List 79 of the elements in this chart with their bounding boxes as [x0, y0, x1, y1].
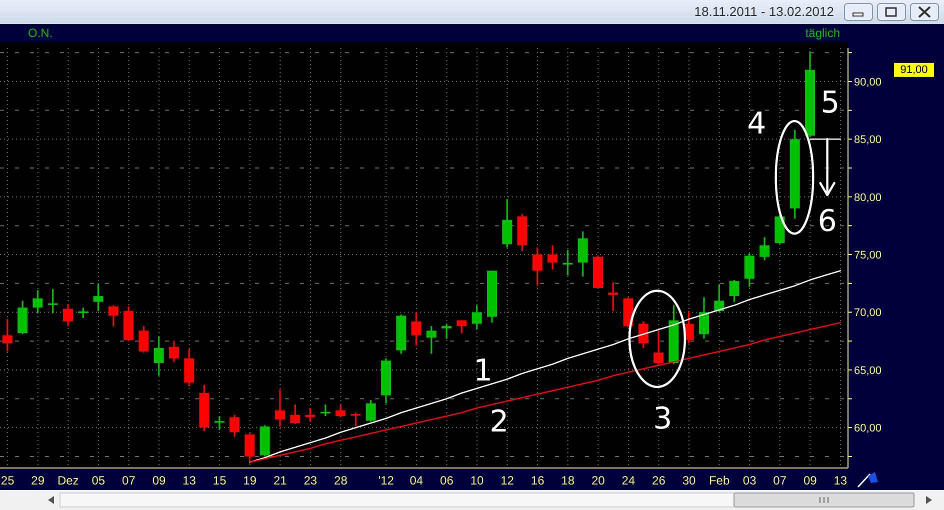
x-tick-label: 20 [591, 474, 606, 488]
x-tick-label: 30 [682, 474, 696, 488]
candlestick [48, 288, 58, 314]
candlestick [93, 282, 104, 312]
candlestick [548, 244, 558, 270]
x-tick-label: 03 [742, 474, 757, 488]
x-tick-label: 13 [834, 474, 848, 488]
y-tick-label: 60,00 [854, 422, 882, 435]
x-tick-label: 12 [500, 474, 514, 488]
candlestick [729, 279, 740, 303]
candlestick [442, 322, 452, 340]
candlestick [350, 412, 361, 428]
candlestick [760, 236, 770, 262]
x-tick-label: Feb [708, 474, 730, 488]
candlestick [108, 304, 118, 327]
x-tick-label: 18 [561, 474, 575, 488]
candlestick [274, 388, 285, 428]
x-tick-label: 07 [122, 474, 136, 488]
y-tick-label: 90,00 [854, 76, 882, 88]
text: O.N. [28, 26, 53, 40]
text: 91,00 [900, 64, 928, 76]
text: täglich [805, 26, 840, 40]
y-tick-label: 65,00 [854, 364, 882, 377]
annotation: 3 [653, 400, 672, 436]
candlestick [698, 296, 709, 340]
x-tick-label: 28 [334, 474, 348, 488]
chart-subtitle: 18.11.2011 - 13.02.2012 [694, 4, 834, 19]
x-tick-label: Dez [57, 474, 79, 488]
annotation: 6 [818, 204, 837, 239]
x-tick-label: 26 [652, 474, 666, 488]
y-tick-label: 70,00 [854, 307, 882, 320]
y-tick-label: 85,00 [854, 134, 882, 146]
candlestick [138, 325, 149, 354]
candlestick [654, 330, 664, 366]
x-tick-label: 13 [182, 474, 196, 488]
x-tick-label: 19 [243, 474, 257, 488]
candlestick [320, 404, 330, 417]
x-tick-label: 29 [31, 474, 45, 488]
candlestick [78, 306, 88, 319]
x-tick-label: '12 [378, 474, 394, 488]
candlestick [472, 304, 482, 330]
candlestick [290, 404, 300, 425]
candlestick [744, 252, 754, 288]
candlestick [154, 336, 164, 376]
x-tick-label: 07 [773, 474, 787, 488]
candlestick [2, 318, 12, 352]
candlestick [366, 399, 376, 423]
x-tick-label: 06 [440, 474, 454, 488]
candlestick [62, 303, 73, 327]
candlestick [608, 281, 618, 312]
candlestick [230, 414, 240, 438]
y-tick-label: 75,00 [854, 249, 882, 262]
annotation: 2 [490, 404, 509, 439]
x-tick-label: 25 [0, 474, 15, 488]
candlestick [426, 325, 436, 355]
candlestick [638, 320, 648, 349]
x-tick-label: 16 [530, 474, 545, 488]
x-tick-label: 24 [622, 474, 636, 488]
candlestick [411, 311, 422, 346]
annotation: 5 [820, 85, 840, 120]
x-tick-label: 15 [212, 474, 227, 488]
candlestick [336, 404, 346, 418]
x-tick-label: 21 [273, 474, 288, 488]
x-tick-label: 04 [410, 474, 424, 488]
candlestick [32, 290, 43, 314]
candlestick [562, 249, 573, 276]
candlestick [532, 246, 542, 286]
x-tick-label: 05 [92, 474, 106, 488]
x-tick-label: 09 [803, 474, 818, 488]
candlestick [714, 284, 724, 314]
y-tick-label: 80,00 [854, 192, 882, 204]
x-tick-label: 23 [304, 474, 318, 488]
candlestick [214, 415, 224, 431]
x-tick-label: 10 [470, 474, 484, 488]
x-tick-label: 09 [152, 474, 166, 488]
candlestick [456, 320, 467, 334]
annotation: 1 [473, 353, 493, 388]
annotation: 4 [747, 106, 766, 142]
candlestick [168, 340, 179, 363]
